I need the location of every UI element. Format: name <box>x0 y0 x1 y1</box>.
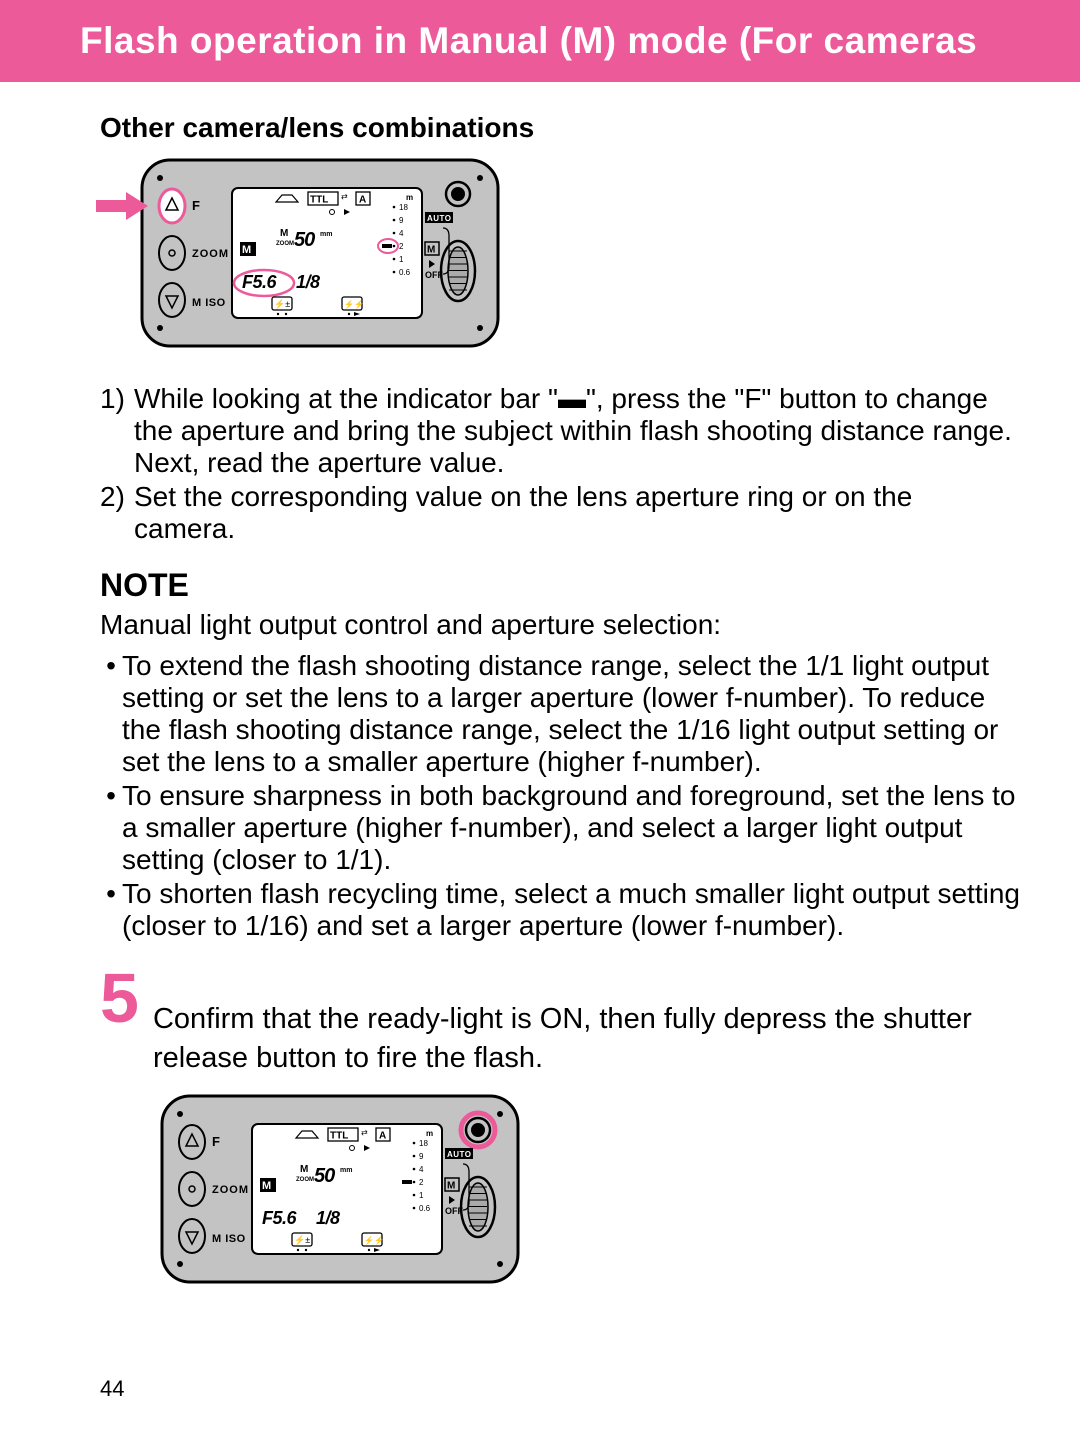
bullet-dot: • <box>100 650 122 778</box>
bullet-item: •To extend the flash shooting distance r… <box>100 650 1020 778</box>
list-number: 2) <box>100 481 134 545</box>
svg-text:M: M <box>300 1164 308 1175</box>
list-text: While looking at the indicator bar "▬", … <box>134 383 1020 479</box>
subheading: Other camera/lens combinations <box>100 112 1020 144</box>
note-intro: Manual light output control and aperture… <box>100 606 1020 644</box>
list-item: 1)While looking at the indicator bar "▬"… <box>100 383 1020 479</box>
svg-text:mm: mm <box>320 231 332 238</box>
svg-text:2: 2 <box>399 242 404 251</box>
svg-text:TTL: TTL <box>330 1131 348 1142</box>
numbered-list: 1)While looking at the indicator bar "▬"… <box>100 383 1020 545</box>
list-number: 1) <box>100 383 134 479</box>
page-number: 44 <box>100 1376 124 1402</box>
svg-text:M: M <box>447 1181 455 1192</box>
svg-text:AUTO: AUTO <box>427 214 452 223</box>
svg-text:18: 18 <box>399 203 408 212</box>
svg-text:M: M <box>280 228 288 239</box>
svg-text:m: m <box>426 1129 433 1138</box>
svg-text:M ISO: M ISO <box>212 1233 246 1245</box>
bullet-dot: • <box>100 878 122 942</box>
svg-text:⚡±: ⚡± <box>274 298 290 310</box>
svg-text:4: 4 <box>399 229 404 238</box>
svg-text:50: 50 <box>294 229 315 251</box>
svg-text:F: F <box>192 198 200 213</box>
svg-text:ZOOM: ZOOM <box>276 241 294 247</box>
svg-text:⇄: ⇄ <box>341 192 348 201</box>
svg-text:OFF: OFF <box>425 270 443 280</box>
svg-text:F5.6: F5.6 <box>262 1208 298 1228</box>
svg-text:⇄: ⇄ <box>361 1128 368 1137</box>
bullet-dot: • <box>100 780 122 876</box>
step-number: 5 <box>100 970 139 1026</box>
svg-text:AUTO: AUTO <box>447 1150 472 1159</box>
svg-text:9: 9 <box>399 216 404 225</box>
svg-text:18: 18 <box>419 1139 428 1148</box>
step-text: Confirm that the ready-light is ON, then… <box>153 970 1020 1078</box>
bullet-text: To extend the flash shooting distance ra… <box>122 650 1020 778</box>
arrow-icon <box>96 192 148 220</box>
svg-text:M: M <box>242 244 251 256</box>
svg-text:ZOOM: ZOOM <box>212 1184 249 1196</box>
svg-text:⚡⚡: ⚡⚡ <box>364 1235 384 1245</box>
svg-text:1: 1 <box>419 1191 424 1200</box>
svg-text:⚡±: ⚡± <box>294 1234 310 1246</box>
svg-text:TTL: TTL <box>310 195 328 206</box>
svg-text:1: 1 <box>399 255 404 264</box>
svg-text:9: 9 <box>419 1152 424 1161</box>
svg-text:0.6: 0.6 <box>419 1204 431 1213</box>
svg-text:4: 4 <box>419 1165 424 1174</box>
bullet-text: To ensure sharpness in both background a… <box>122 780 1020 876</box>
header-title: Flash operation in Manual (M) mode (For … <box>80 20 977 61</box>
page-content: Other camera/lens combinations F ZOOM M IS… <box>0 82 1080 1289</box>
svg-text:mm: mm <box>340 1167 352 1174</box>
svg-text:m: m <box>406 193 413 202</box>
list-text: Set the corresponding value on the lens … <box>134 481 1020 545</box>
step-5: 5 Confirm that the ready-light is ON, th… <box>100 970 1020 1078</box>
svg-text:2: 2 <box>419 1178 424 1187</box>
svg-text:1/8: 1/8 <box>296 272 320 292</box>
bullet-item: •To ensure sharpness in both background … <box>100 780 1020 876</box>
svg-text:F5.6: F5.6 <box>242 272 278 292</box>
lcd-diagram-2: FZOOMM ISOTTL⇄AMZOOM50mmMF5.61/8m1894210… <box>160 1094 1020 1289</box>
list-item: 2)Set the corresponding value on the len… <box>100 481 1020 545</box>
svg-text:A: A <box>359 195 366 206</box>
svg-text:⚡⚡: ⚡⚡ <box>344 299 364 309</box>
svg-text:M: M <box>262 1180 271 1192</box>
bullet-text: To shorten flash recycling time, select … <box>122 878 1020 942</box>
note-heading: NOTE <box>100 567 1020 604</box>
svg-text:M: M <box>427 245 435 256</box>
svg-text:0.6: 0.6 <box>399 268 411 277</box>
note-bullets: •To extend the flash shooting distance r… <box>100 650 1020 942</box>
svg-text:OFF: OFF <box>445 1206 463 1216</box>
svg-text:50: 50 <box>314 1165 335 1187</box>
bullet-item: •To shorten flash recycling time, select… <box>100 878 1020 942</box>
page-header: Flash operation in Manual (M) mode (For … <box>0 0 1080 82</box>
svg-text:A: A <box>379 1131 386 1142</box>
svg-text:ZOOM: ZOOM <box>192 248 229 260</box>
svg-text:F: F <box>212 1134 220 1149</box>
svg-text:1/8: 1/8 <box>316 1208 340 1228</box>
svg-text:M ISO: M ISO <box>192 297 226 309</box>
lcd-diagram-1: FZOOMM ISOTTL⇄AMZOOM50mmMF5.61/8m1894210… <box>140 158 1020 353</box>
svg-text:ZOOM: ZOOM <box>296 1177 314 1183</box>
